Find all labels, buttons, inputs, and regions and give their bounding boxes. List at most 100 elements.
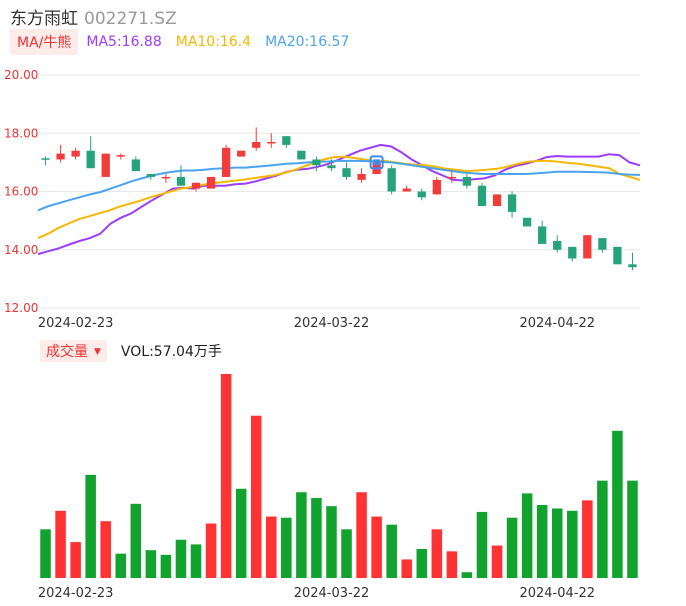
candle-body (387, 168, 396, 192)
candle-body (342, 168, 351, 177)
volume-bar (326, 506, 337, 578)
candle-body (417, 191, 426, 198)
volume-bar (115, 553, 127, 578)
candle (568, 246, 577, 262)
candle (71, 147, 80, 160)
candle (116, 153, 125, 160)
candle (492, 194, 502, 207)
volume-bar (491, 545, 503, 578)
candle-body (598, 238, 607, 250)
y-tick-label: 18.00 (4, 126, 38, 140)
volume-bar (266, 516, 277, 578)
candle (267, 133, 276, 148)
candle (146, 174, 156, 180)
ma20-label: MA20:16.57 (265, 34, 350, 50)
candle-body (146, 174, 156, 177)
candle (252, 127, 261, 151)
ma10-line (37, 155, 641, 240)
candle (477, 182, 487, 207)
volume-bar (386, 524, 397, 578)
volume-bar (476, 511, 488, 578)
candle (613, 246, 622, 265)
ma20-line (37, 159, 641, 212)
candle (507, 191, 517, 218)
candle (598, 238, 607, 253)
candle (522, 217, 532, 227)
candle (462, 174, 472, 189)
volume-bar (130, 503, 142, 578)
candle (206, 176, 216, 189)
candle (237, 150, 246, 157)
candle-body (71, 150, 80, 157)
candle (282, 136, 291, 148)
caret-down-icon: ▼ (94, 347, 101, 357)
candle-body (56, 153, 65, 160)
stock-title: 东方雨虹 002271.SZ (10, 4, 177, 29)
volume-bar (190, 544, 202, 578)
candle-body (191, 182, 201, 189)
candle (86, 136, 95, 169)
candle-body (492, 194, 502, 207)
volume-bar (597, 480, 608, 578)
candle (342, 162, 351, 180)
candle-body (41, 158, 50, 160)
candle (101, 153, 110, 177)
candle (432, 176, 441, 195)
candle-body (206, 176, 216, 189)
candle (327, 159, 336, 172)
volume-bar (145, 550, 157, 578)
volume-bar (220, 374, 232, 578)
volume-bar (627, 480, 638, 578)
candle (553, 235, 562, 253)
candle (161, 174, 171, 183)
candle-body (161, 176, 171, 179)
candle (402, 185, 411, 192)
volume-bar (567, 510, 578, 578)
candle (312, 156, 321, 172)
candle-body (116, 155, 125, 157)
volume-bar (521, 493, 533, 578)
stock-code: 002271.SZ (84, 9, 177, 29)
ma-indicator-row: MA/牛熊 MA5:16.88 MA10:16.4 MA20:16.57 (10, 29, 363, 55)
volume-bar (70, 542, 81, 578)
volume-selector[interactable]: 成交量 ▼ (40, 340, 107, 362)
volume-bar (55, 510, 66, 578)
candle-body (86, 150, 95, 169)
candle-body (267, 141, 276, 144)
candle-body (252, 141, 261, 148)
volume-x-tick-label: 2024-04-22 (519, 586, 595, 601)
volume-bar (401, 559, 412, 578)
stock-name: 东方雨虹 (10, 9, 78, 29)
volume-bar (356, 492, 367, 578)
volume-bar (371, 516, 382, 578)
y-tick-label: 14.00 (4, 243, 38, 257)
candle-body (522, 217, 532, 227)
candle (628, 252, 637, 271)
candle-body (221, 147, 231, 177)
volume-bar (205, 523, 217, 578)
volume-bar (175, 539, 187, 578)
candle-body (628, 264, 637, 268)
candle-body (327, 165, 336, 169)
candle (176, 165, 186, 186)
y-tick-label: 20.00 (4, 68, 38, 82)
volume-x-tick-label: 2024-03-22 (294, 586, 370, 601)
volume-bar (341, 529, 352, 578)
x-tick-label: 2024-04-22 (519, 316, 595, 331)
volume-bar (100, 521, 111, 578)
ma5-label: MA5:16.88 (86, 34, 162, 50)
y-tick-label: 12.00 (4, 301, 38, 315)
selection-marker-icon (369, 155, 384, 170)
volume-bar (311, 498, 322, 578)
candle (41, 156, 50, 166)
volume-bar (85, 474, 96, 578)
ma-indicator-selector[interactable]: MA/牛熊 (10, 29, 79, 55)
candle-body (462, 176, 472, 186)
volume-bar (431, 529, 443, 578)
candle-body (432, 179, 441, 195)
x-tick-label: 2024-02-23 (38, 316, 114, 331)
candle-body (568, 246, 577, 259)
candle-body (312, 159, 321, 166)
ma10-label: MA10:16.4 (175, 34, 252, 50)
